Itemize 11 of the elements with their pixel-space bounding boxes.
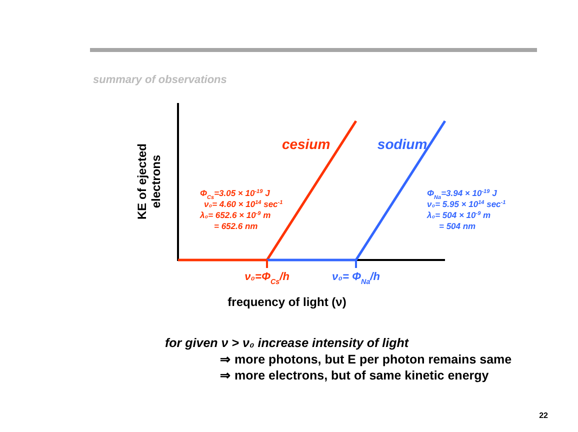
- text: Φ$_{Na}$=3.94 × 10$^{-19}$ J ν₀= 5.95 × 10$^{14}$ sec$^{-1}$ λ₀= 504 × 10$^{-9}$ m = 504 nm: [427, 188, 506, 232]
- y-axis-title: KE of ejected electrons: [135, 143, 163, 220]
- chart-title: summary of observations: [93, 74, 227, 86]
- x-tick-label: ν₀=Φ$_{Cs}$/h: [244, 271, 290, 286]
- series-label: sodium: [377, 136, 428, 152]
- text: Φ$_{Cs}$=3.05 × 10$^{-19}$ J ν₀= 4.60 × 10$^{14}$ sec$^{-1}$ λ₀= 652.6 × 10$^{-9}$ m = 652.6 nm: [200, 188, 283, 232]
- x-axis-title: frequency of light (ν): [228, 295, 346, 309]
- x-tick-label: ν₀= Φ$_{Na}$/h: [332, 271, 380, 286]
- text: for given ν > ν₀ increase intensity of light ⇒ more photons, but E per photon remains same ⇒ more electrons, but of same kinetic energy: [165, 336, 512, 382]
- text: 22: [539, 411, 549, 420]
- series-label: cesium: [282, 136, 330, 152]
